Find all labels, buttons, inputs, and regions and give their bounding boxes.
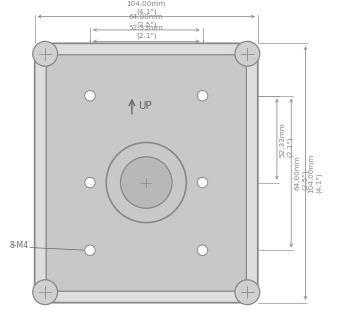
- Circle shape: [120, 157, 172, 208]
- Circle shape: [33, 280, 57, 304]
- Circle shape: [33, 42, 57, 66]
- Text: UP: UP: [138, 101, 151, 111]
- Circle shape: [85, 245, 95, 256]
- Circle shape: [197, 245, 208, 256]
- Circle shape: [235, 280, 260, 304]
- Text: 104.00mm
(4.1"): 104.00mm (4.1"): [308, 153, 322, 193]
- Text: 64.00mm
(2.5"): 64.00mm (2.5"): [294, 156, 308, 190]
- Text: 104.00mm
(4.1"): 104.00mm (4.1"): [127, 1, 166, 15]
- Circle shape: [197, 177, 208, 188]
- Circle shape: [197, 91, 208, 101]
- FancyBboxPatch shape: [46, 55, 246, 291]
- Text: 52.33mm
(2.1"): 52.33mm (2.1"): [280, 122, 294, 156]
- Text: 8-M4: 8-M4: [10, 241, 29, 250]
- FancyBboxPatch shape: [35, 43, 258, 303]
- Text: 52.33mm
(2.1"): 52.33mm (2.1"): [129, 26, 164, 40]
- Circle shape: [85, 177, 95, 188]
- Text: 64.00mm
(2.5"): 64.00mm (2.5"): [129, 14, 164, 28]
- Circle shape: [235, 42, 260, 66]
- Circle shape: [85, 91, 95, 101]
